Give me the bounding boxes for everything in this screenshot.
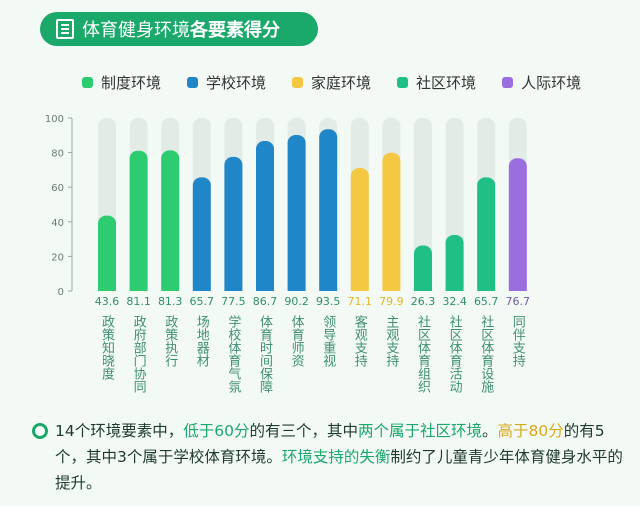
category-label: 政府部门协同 xyxy=(130,315,146,393)
bar-value-label: 26.3 xyxy=(411,295,436,308)
summary-text: 14个环境要素中，低于60分的有三个，其中两个属于社区环境。高于80分的有5个，… xyxy=(55,418,625,496)
legend-label: 家庭环境 xyxy=(311,74,372,92)
bar xyxy=(129,150,148,291)
bar xyxy=(287,134,306,291)
category-label: 场地器材 xyxy=(193,315,209,367)
bar xyxy=(445,234,464,291)
bar-base xyxy=(287,283,306,291)
bar xyxy=(350,167,369,291)
y-tick-label: 80 xyxy=(51,149,64,160)
y-tick-label: 0 xyxy=(58,287,64,298)
title-emphasis: 各要素得分 xyxy=(190,20,280,41)
bar-value-label: 86.7 xyxy=(253,295,278,308)
category-label: 领导重视 xyxy=(320,315,336,367)
category-label: 学校体育气氛 xyxy=(225,315,241,393)
category-label: 体育师资 xyxy=(288,315,304,367)
summary-highlight: 两个属于社区环境 xyxy=(357,422,482,440)
chart-legend: 制度环境 学校环境 家庭环境 社区环境 人际环境 xyxy=(82,72,607,93)
legend-swatch xyxy=(502,77,514,88)
bar xyxy=(414,245,432,291)
summary-highlight: 高于80分 xyxy=(497,422,564,440)
summary-part: 14个环境要素中， xyxy=(55,422,184,440)
legend-item: 社区环境 xyxy=(397,72,476,93)
y-tick-label: 100 xyxy=(45,114,64,125)
category-label: 客观支持 xyxy=(351,315,367,367)
summary-highlight: 环境支持的失衡 xyxy=(281,448,391,466)
category-label: 体育时间保障 xyxy=(257,315,272,393)
bar-base xyxy=(161,283,180,291)
y-tick-label: 40 xyxy=(51,218,64,229)
summary-part: 的有5个，其中3个属于学校体育环境。 xyxy=(55,422,605,466)
legend-label: 社区环境 xyxy=(416,74,477,92)
bar xyxy=(224,156,243,291)
bar-base xyxy=(129,283,148,291)
bar-base xyxy=(382,283,401,291)
bar xyxy=(319,129,338,291)
legend-swatch xyxy=(292,77,304,88)
bar xyxy=(256,141,274,291)
legend-item: 人际环境 xyxy=(502,72,581,93)
bar-base xyxy=(319,283,338,291)
bullet-icon xyxy=(32,423,48,439)
summary-highlight: 低于60分 xyxy=(183,422,250,440)
bar xyxy=(382,152,401,291)
bar-value-label: 81.3 xyxy=(158,295,183,308)
summary-part: 制约了儿童青少年体育健身水平的提升。 xyxy=(55,448,623,492)
y-tick-label: 60 xyxy=(51,183,64,194)
bar-value-label: 43.6 xyxy=(95,295,120,308)
legend-swatch xyxy=(397,77,409,88)
category-label: 社区体育组织 xyxy=(415,315,430,393)
y-tick-label: 20 xyxy=(51,252,64,263)
category-label: 政策知晓度 xyxy=(99,315,114,380)
document-icon xyxy=(56,19,74,39)
bar-value-label: 81.1 xyxy=(126,295,151,308)
bar-value-label: 93.5 xyxy=(316,295,341,308)
bar xyxy=(477,177,496,291)
bar-base xyxy=(508,283,527,291)
legend-item: 学校环境 xyxy=(187,72,266,93)
summary-part: 的有三个，其中 xyxy=(249,422,358,440)
bar-base xyxy=(256,283,274,291)
summary-part: 。 xyxy=(482,422,498,440)
bar-value-label: 76.7 xyxy=(506,295,531,308)
legend-item: 家庭环境 xyxy=(292,72,371,93)
bar-base xyxy=(192,283,211,291)
bar-base xyxy=(477,283,496,291)
title-text: 体育健身环境 xyxy=(82,20,190,41)
legend-label: 学校环境 xyxy=(206,74,267,92)
bar-base xyxy=(445,283,464,291)
bar-base xyxy=(350,283,369,291)
bar xyxy=(192,177,211,291)
bar xyxy=(508,158,527,291)
legend-item: 制度环境 xyxy=(82,72,161,93)
bar-value-label: 79.9 xyxy=(379,295,404,308)
bar-base xyxy=(98,283,116,291)
bar-value-label: 77.5 xyxy=(221,295,246,308)
bar-value-label: 32.4 xyxy=(442,295,467,308)
category-label: 社区体育活动 xyxy=(446,315,462,393)
bar-value-label: 65.7 xyxy=(190,295,215,308)
category-label: 主观支持 xyxy=(383,315,399,367)
category-label: 社区体育设施 xyxy=(478,315,494,393)
legend-swatch xyxy=(187,77,199,88)
category-label: 同伴支持 xyxy=(509,315,525,367)
category-label: 政策执行 xyxy=(162,315,178,367)
bar-base xyxy=(224,283,243,291)
bar-value-label: 90.2 xyxy=(284,295,309,308)
bar xyxy=(98,215,116,291)
bar-base xyxy=(414,283,432,291)
title-banner: 体育健身环境 各要素得分 xyxy=(40,12,318,46)
legend-label: 人际环境 xyxy=(521,74,582,92)
legend-label: 制度环境 xyxy=(101,74,162,92)
bar xyxy=(161,150,180,291)
legend-swatch xyxy=(82,77,93,88)
bar-value-label: 71.1 xyxy=(348,295,373,308)
bar-value-label: 65.7 xyxy=(474,295,499,308)
